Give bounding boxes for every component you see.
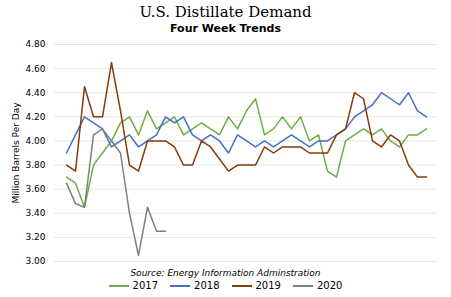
html-text:Four Week Trends: Four Week Trends <box>170 22 281 35</box>
html-text:2018: 2018 <box>194 280 220 291</box>
svg-text:Million Barrels Per Day: Million Barrels Per Day <box>11 102 21 204</box>
svg-text:4.40: 4.40 <box>25 88 45 98</box>
html-text:2017: 2017 <box>132 280 158 291</box>
html-text:2020: 2020 <box>317 280 343 291</box>
html-text:2019: 2019 <box>255 280 281 291</box>
html-text:Source: Energy Information Adm: Source: Energy Information Adminstration <box>130 268 321 278</box>
svg-text:4.00: 4.00 <box>25 136 45 146</box>
svg-text:3.40: 3.40 <box>25 208 45 218</box>
svg-text:4.80: 4.80 <box>25 39 45 49</box>
svg-text:3.20: 3.20 <box>25 232 45 242</box>
svg-text:3.60: 3.60 <box>25 184 45 194</box>
svg-text:3.00: 3.00 <box>25 256 45 266</box>
svg-text:4.60: 4.60 <box>25 63 45 73</box>
svg-text:4.20: 4.20 <box>25 112 45 122</box>
html-text:U.S. Distillate Demand: U.S. Distillate Demand <box>139 3 312 21</box>
svg-text:3.80: 3.80 <box>25 160 45 170</box>
